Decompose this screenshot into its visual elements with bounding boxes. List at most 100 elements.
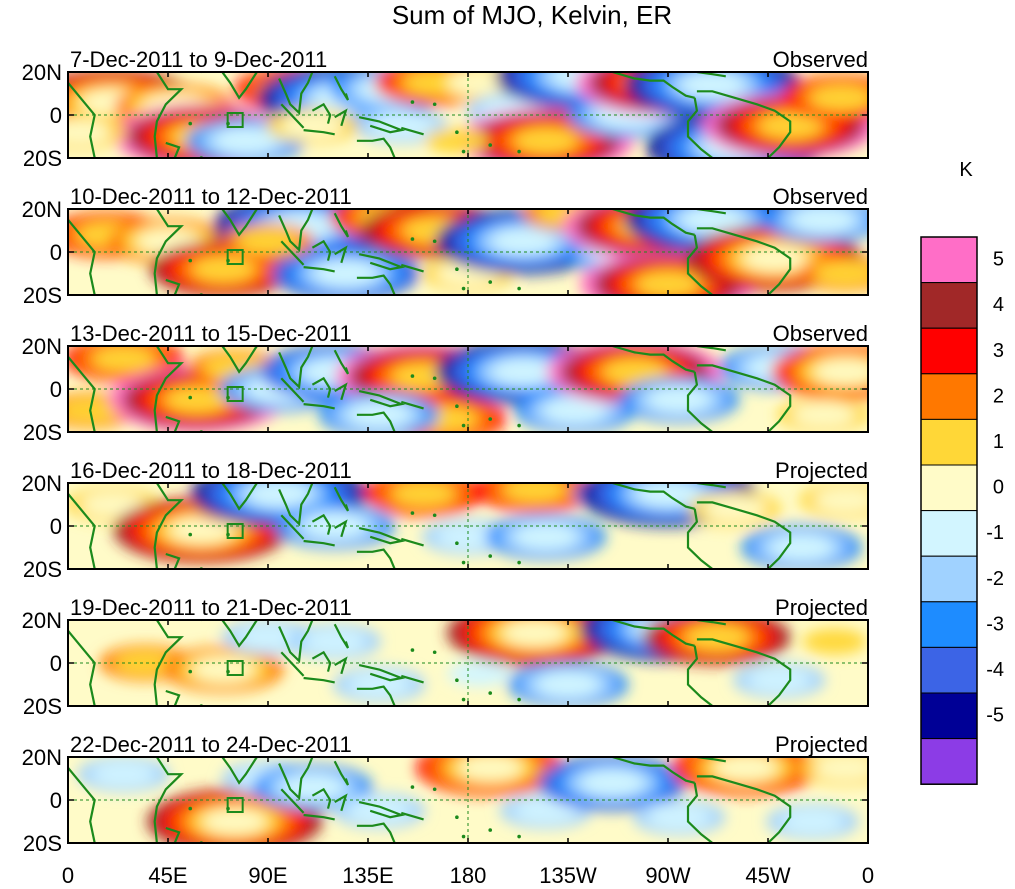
- island: [461, 697, 466, 702]
- coastline: [153, 483, 185, 569]
- coastline: [400, 811, 424, 821]
- anomaly-blob: [491, 358, 556, 385]
- island: [410, 785, 415, 789]
- anomaly-blob: [91, 761, 156, 788]
- field: [68, 209, 868, 295]
- anomaly-blob: [191, 256, 256, 283]
- panel: 20N 0 20S 13-Dec-2011 to 15-Dec-2011 Observe…: [22, 321, 869, 445]
- coastline: [686, 508, 714, 569]
- colorbar-tick-label: 5: [993, 249, 1004, 271]
- panel-period-label: 22-Dec-2011 to 24-Dec-2011: [70, 732, 352, 757]
- anomaly-blob: [447, 72, 512, 96]
- anomaly-blob: [791, 401, 856, 428]
- anomaly-blob: [780, 808, 845, 835]
- field: [68, 346, 868, 432]
- coastline: [400, 126, 424, 136]
- anomaly-blob: [636, 271, 700, 295]
- coastlines: [68, 346, 792, 432]
- panel-status-label: Observed: [773, 321, 868, 346]
- x-tick-label: 45E: [148, 863, 187, 888]
- island: [461, 560, 466, 565]
- panel-status-label: Observed: [773, 184, 868, 209]
- colorbar-tick-label: 0: [993, 477, 1004, 499]
- coastline: [333, 75, 350, 101]
- coastline: [68, 81, 96, 158]
- anomaly-layer: [68, 72, 868, 158]
- y-tick-label: 0: [50, 651, 62, 676]
- x-tick-label: 0: [62, 863, 74, 888]
- coastline: [686, 645, 714, 706]
- coastline: [278, 757, 314, 801]
- coastline: [311, 787, 332, 809]
- anomaly-blob: [236, 624, 300, 651]
- coastline: [333, 212, 350, 238]
- coastline: [696, 90, 792, 158]
- colorbar-swatch: [920, 236, 978, 284]
- x-tick-label: 90E: [248, 863, 287, 888]
- island: [410, 237, 415, 241]
- island: [455, 404, 459, 409]
- panel: 20N 0 20S 19-Dec-2011 to 21-Dec-2011 Project…: [22, 595, 869, 719]
- island: [455, 678, 459, 682]
- colorbar-swatch: [920, 646, 978, 694]
- island: [517, 149, 521, 154]
- coastline: [153, 757, 185, 843]
- anomaly-blob: [302, 628, 367, 655]
- anomaly-blob: [502, 620, 567, 646]
- region-box: [226, 249, 244, 265]
- panel-period-label: 10-Dec-2011 to 12-Dec-2011: [70, 184, 352, 209]
- coastlines: [68, 483, 792, 569]
- island: [488, 417, 493, 421]
- coastline: [201, 72, 258, 100]
- colorbar-swatch: [920, 510, 978, 557]
- anomaly-blob: [68, 119, 112, 146]
- coastline: [153, 209, 185, 295]
- coastline: [356, 274, 396, 295]
- anomaly-blob: [491, 228, 556, 255]
- island: [488, 143, 493, 147]
- coastline: [696, 364, 792, 432]
- anomaly-layer: [77, 757, 868, 843]
- anomaly-blob: [213, 127, 278, 154]
- y-tick-label: 20N: [22, 745, 62, 770]
- panel: 20N 0 20S 7-Dec-2011 to 9-Dec-2011 Observed: [22, 47, 869, 171]
- y-tick-label: 20S: [23, 283, 62, 308]
- island: [188, 395, 193, 400]
- coastline: [356, 548, 396, 569]
- region-box: [226, 112, 244, 128]
- island: [455, 130, 459, 134]
- anomaly-blob: [747, 667, 812, 694]
- coastline: [696, 501, 792, 569]
- coastline: [333, 760, 350, 786]
- island: [461, 834, 466, 839]
- panel-status-label: Projected: [775, 458, 868, 483]
- island: [410, 648, 415, 652]
- coastline: [303, 539, 335, 547]
- coastlines: [68, 72, 792, 158]
- panel-period-label: 13-Dec-2011 to 15-Dec-2011: [70, 321, 352, 346]
- region-box: [226, 386, 244, 402]
- y-tick-label: 20S: [23, 557, 62, 582]
- coastline: [358, 527, 406, 545]
- anomaly-blob: [347, 797, 412, 824]
- colorbar-tick-label: 2: [993, 385, 1004, 407]
- anomaly-blob: [191, 656, 256, 683]
- coastline: [358, 390, 406, 408]
- colorbar-swatch: [920, 601, 978, 648]
- anomaly-blob: [680, 72, 745, 98]
- y-tick-label: 20S: [23, 146, 62, 171]
- field: [68, 72, 868, 158]
- coastline: [280, 240, 305, 266]
- coastline: [356, 685, 396, 706]
- coastline: [201, 209, 258, 237]
- coastlines: [68, 757, 792, 843]
- anomaly-blob: [684, 624, 749, 651]
- anomaly-blob: [502, 483, 567, 503]
- coastline: [612, 209, 695, 236]
- island: [517, 286, 521, 291]
- colorbar-swatch: [920, 327, 978, 375]
- anomaly-blob: [113, 650, 178, 676]
- anomaly-blob: [813, 358, 868, 385]
- coastline: [153, 346, 185, 432]
